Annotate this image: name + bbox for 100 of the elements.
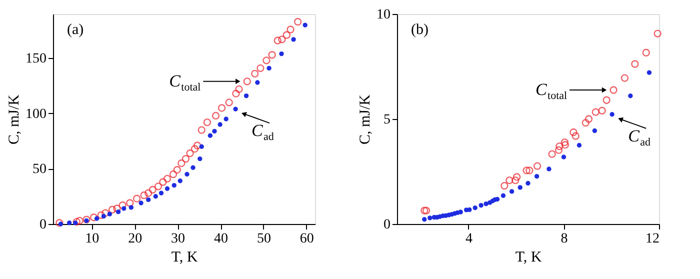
point <box>178 159 186 168</box>
point <box>182 154 190 163</box>
x-axis-title: T, K <box>171 250 198 266</box>
point <box>610 86 618 94</box>
point <box>173 166 181 174</box>
point <box>244 93 249 98</box>
point <box>266 66 272 70</box>
x-tick-label: 40 <box>214 232 228 246</box>
point <box>113 204 121 212</box>
point <box>533 162 542 170</box>
point <box>58 222 64 226</box>
point <box>233 106 238 112</box>
x-tick-label: 4 <box>465 232 472 246</box>
point <box>72 218 80 226</box>
point <box>159 178 167 186</box>
point <box>548 150 556 158</box>
point <box>218 104 226 112</box>
point <box>628 94 633 98</box>
point <box>268 51 276 59</box>
x-tick-label: 12 <box>646 232 660 246</box>
point <box>172 182 176 188</box>
point <box>84 218 89 224</box>
point <box>153 194 158 199</box>
point <box>56 219 64 227</box>
point <box>66 220 72 226</box>
point <box>534 174 540 179</box>
point <box>199 144 204 149</box>
point <box>646 70 652 75</box>
point <box>642 48 650 56</box>
point <box>610 112 614 117</box>
point <box>602 96 610 104</box>
point <box>203 118 212 126</box>
point <box>291 37 296 42</box>
point <box>225 98 233 106</box>
point <box>561 140 569 149</box>
point <box>154 182 162 190</box>
y-tick-label: 10 <box>376 8 390 22</box>
point <box>509 189 514 194</box>
x-tick-label: 50 <box>256 232 271 246</box>
point <box>148 186 156 194</box>
point <box>118 201 126 210</box>
point <box>556 142 564 150</box>
x-axis-title: T, K <box>515 250 542 266</box>
point <box>251 70 259 78</box>
point <box>76 216 84 225</box>
point <box>90 214 98 222</box>
point <box>582 118 590 127</box>
point <box>232 90 240 98</box>
y-tick-label: 0 <box>40 218 46 232</box>
point <box>512 173 521 181</box>
point <box>97 211 105 219</box>
text: (b) <box>411 22 428 38</box>
point <box>116 210 121 214</box>
point <box>576 142 582 148</box>
point <box>94 216 100 221</box>
point <box>198 156 202 162</box>
y-tick-label: 150 <box>26 52 46 67</box>
point <box>294 18 302 26</box>
point <box>654 30 662 38</box>
point <box>620 74 629 82</box>
point <box>286 26 294 34</box>
point <box>422 217 427 222</box>
point <box>158 190 164 196</box>
point <box>256 64 264 72</box>
text: (a) <box>67 22 84 38</box>
point <box>526 166 534 174</box>
point <box>526 180 530 186</box>
point <box>500 182 508 190</box>
point <box>184 172 190 177</box>
y-tick-label: 50 <box>32 162 46 178</box>
point <box>107 212 112 216</box>
point <box>302 22 308 28</box>
point <box>561 154 566 160</box>
point <box>140 191 148 200</box>
point <box>546 166 552 172</box>
point <box>132 194 141 202</box>
point <box>212 128 217 134</box>
point <box>592 128 598 134</box>
point <box>72 220 78 226</box>
point <box>458 210 463 214</box>
x-tick-label: 60 <box>300 232 314 246</box>
point <box>560 138 569 146</box>
point <box>212 112 220 120</box>
point <box>190 145 199 153</box>
point <box>282 31 290 39</box>
point <box>169 170 178 178</box>
point <box>122 206 126 211</box>
point <box>178 178 182 184</box>
point <box>128 205 134 210</box>
point <box>572 132 580 140</box>
point <box>570 128 578 136</box>
point <box>255 80 260 85</box>
point <box>500 193 506 198</box>
point <box>262 56 270 64</box>
point <box>193 142 202 150</box>
point <box>82 216 90 224</box>
point <box>208 133 213 138</box>
point <box>598 106 606 114</box>
point <box>144 189 152 197</box>
point <box>146 197 151 202</box>
